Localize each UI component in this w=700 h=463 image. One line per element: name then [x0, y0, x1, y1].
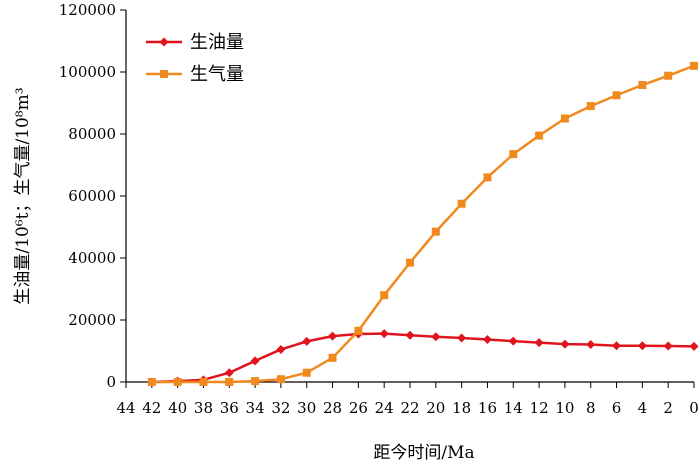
- data-point-diamond: [534, 338, 544, 348]
- x-tick-label: 42: [142, 399, 161, 417]
- x-tick-group: 44 42 40 38 36 34 32 30 28 26 24 22 20 18 16 14 12 10 8 6 4 2…: [116, 382, 699, 417]
- y-axis-title: 生油量/10⁶t；生气量/10⁸m³: [13, 87, 33, 304]
- y-tick-label: 20000: [68, 311, 116, 329]
- legend-item: 生油量: [146, 32, 244, 53]
- data-point-diamond: [689, 341, 699, 351]
- x-tick-label: 6: [612, 399, 622, 417]
- x-tick-label: 22: [400, 399, 419, 417]
- data-point-diamond: [482, 335, 492, 345]
- y-tick-group: 0 20000 40000 60000 80000 100000 120000: [59, 1, 126, 391]
- x-tick-label: 0: [689, 399, 699, 417]
- data-point-square: [251, 377, 260, 386]
- x-tick-label: 32: [271, 399, 290, 417]
- x-tick-label: 20: [426, 399, 445, 417]
- data-point-diamond: [328, 331, 338, 341]
- data-point-diamond: [250, 356, 260, 366]
- data-point-diamond: [586, 339, 596, 349]
- y-axis: 0 20000 40000 60000 80000 100000 120000: [59, 1, 127, 391]
- x-tick-label: 8: [586, 399, 596, 417]
- x-tick-label: 4: [638, 399, 648, 417]
- x-tick-label: 34: [246, 399, 265, 417]
- legend-item: 生气量: [146, 64, 244, 85]
- data-point-square: [406, 258, 414, 267]
- data-point-square: [457, 199, 466, 208]
- series-layer: [147, 61, 699, 387]
- x-tick-label: 18: [452, 399, 471, 417]
- data-point-diamond: [159, 37, 169, 47]
- data-point-square: [199, 378, 208, 386]
- data-point-square: [302, 368, 311, 377]
- x-tick-label: 38: [194, 399, 213, 417]
- x-tick-label: 24: [375, 399, 394, 417]
- data-point-square: [225, 378, 234, 386]
- data-point-square: [535, 131, 544, 140]
- data-point-diamond: [508, 336, 518, 346]
- y-tick-label: 0: [106, 373, 116, 391]
- data-point-square: [147, 378, 156, 386]
- data-point-square: [380, 291, 389, 300]
- data-point-square: [638, 81, 647, 90]
- x-tick-label: 14: [504, 399, 523, 417]
- data-point-diamond: [405, 330, 415, 340]
- x-tick-label: 10: [555, 399, 574, 417]
- data-point-diamond: [224, 368, 234, 378]
- data-point-square: [690, 61, 698, 70]
- x-tick-label: 40: [168, 399, 187, 417]
- series-2: [147, 61, 698, 386]
- legend-label: 生油量: [190, 32, 244, 53]
- x-tick-label: 30: [297, 399, 316, 417]
- data-point-square: [431, 227, 440, 236]
- x-tick-label: 26: [349, 399, 368, 417]
- data-point-square: [354, 326, 363, 335]
- y-tick-label: 80000: [68, 125, 116, 143]
- data-point-square: [560, 114, 569, 123]
- data-point-diamond: [457, 333, 467, 343]
- y-tick-label: 40000: [68, 249, 116, 267]
- series-line: [151, 332, 695, 384]
- data-point-diamond: [560, 339, 570, 349]
- data-point-square: [483, 173, 492, 182]
- data-point-square: [509, 150, 518, 159]
- y-tick-label: 100000: [59, 63, 116, 81]
- x-axis: 44 42 40 38 36 34 32 30 28 26 24 22 20 18 16 14 12 10 8 6 4 2…: [116, 381, 699, 417]
- x-tick-label: 36: [220, 399, 239, 417]
- data-point-diamond: [612, 341, 622, 351]
- data-point-square: [328, 353, 337, 362]
- data-point-square: [586, 102, 595, 111]
- data-point-diamond: [431, 332, 441, 342]
- data-point-diamond: [637, 341, 647, 351]
- x-tick-label: 16: [478, 399, 497, 417]
- data-point-diamond: [379, 329, 389, 339]
- data-point-diamond: [302, 336, 312, 346]
- x-axis-title: 距今时间/Ma: [373, 443, 474, 463]
- y-tick-label: 60000: [68, 187, 116, 205]
- data-point-diamond: [663, 341, 673, 351]
- series-1: [147, 329, 699, 387]
- legend-label: 生气量: [190, 64, 244, 85]
- data-point-square: [612, 91, 621, 100]
- data-point-square: [276, 375, 285, 384]
- data-point-square: [664, 71, 673, 80]
- series-line: [151, 64, 695, 384]
- y-tick-label: 120000: [59, 1, 116, 19]
- data-point-square: [160, 70, 168, 78]
- x-tick-label: 28: [323, 399, 342, 417]
- x-tick-label: 12: [530, 399, 549, 417]
- data-point-diamond: [276, 344, 286, 354]
- x-tick-label: 2: [663, 399, 673, 417]
- data-point-square: [173, 378, 182, 386]
- x-tick-label: 44: [116, 399, 135, 417]
